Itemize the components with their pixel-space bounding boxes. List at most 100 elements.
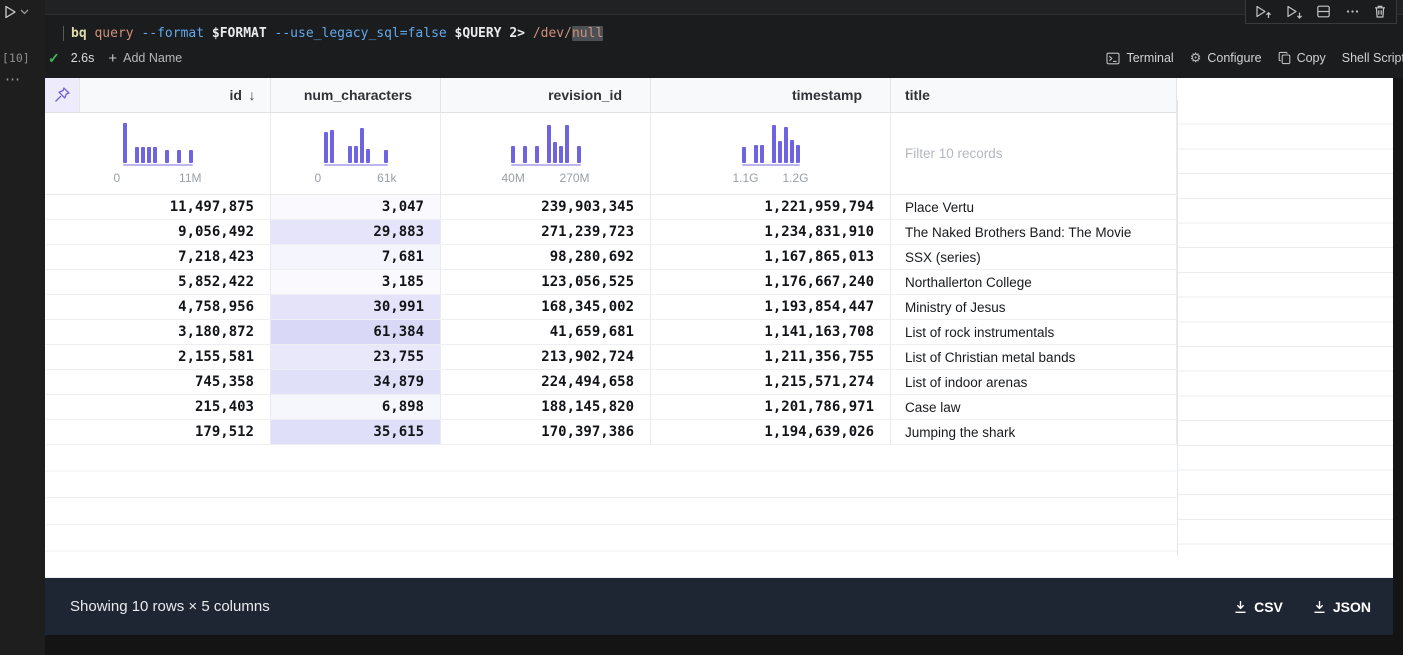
cell-revision-id[interactable]: 168,345,002 [441, 295, 651, 319]
hist-axis [741, 163, 800, 166]
column-header-id[interactable]: id ↓ [80, 78, 271, 113]
column-header-timestamp[interactable]: timestamp [651, 78, 891, 113]
cell-title[interactable]: Ministry of Jesus [891, 295, 1177, 319]
empty-rows-area [45, 445, 1393, 578]
cell-id[interactable]: 3,180,872 [45, 320, 271, 344]
table-row[interactable]: 9,056,492 29,883 271,239,723 1,234,831,9… [45, 220, 1393, 245]
results-table: id ↓ num_characters revision_id timestam… [45, 78, 1393, 578]
cell-title[interactable]: List of Christian metal bands [891, 345, 1177, 369]
cell-revision-id[interactable]: 170,397,386 [441, 420, 651, 444]
cell-top-strip [45, 0, 1403, 15]
cell-timestamp[interactable]: 1,211,356,755 [651, 345, 891, 369]
run-cell-button[interactable] [4, 5, 29, 19]
cell-title[interactable]: The Naked Brothers Band: The Movie [891, 220, 1177, 244]
hist-axis [122, 163, 193, 166]
table-row[interactable]: 2,155,581 23,755 213,902,724 1,211,356,7… [45, 345, 1393, 370]
run-below-icon[interactable] [1286, 4, 1303, 20]
cell-title[interactable]: SSX (series) [891, 245, 1177, 269]
cell-timestamp[interactable]: 1,201,786,971 [651, 395, 891, 419]
table-row[interactable]: 745,358 34,879 224,494,658 1,215,571,274… [45, 370, 1393, 395]
cell-id[interactable]: 215,403 [45, 395, 271, 419]
cell-id[interactable]: 745,358 [45, 370, 271, 394]
cell-timestamp[interactable]: 1,194,639,026 [651, 420, 891, 444]
title-filter-input[interactable]: Filter 10 records [891, 113, 1177, 195]
cell-id[interactable]: 5,852,422 [45, 270, 271, 294]
results-footer: Showing 10 rows × 5 columns CSV JSON [45, 578, 1393, 635]
copy-button[interactable]: Copy [1278, 51, 1326, 65]
table-row[interactable]: 179,512 35,615 170,397,386 1,194,639,026… [45, 420, 1393, 445]
column-header-num-characters[interactable]: num_characters [271, 78, 441, 113]
cell-num-characters[interactable]: 7,681 [271, 245, 441, 269]
configure-button[interactable]: ⚙ Configure [1189, 50, 1262, 65]
cell-title[interactable]: List of rock instrumentals [891, 320, 1177, 344]
table-header-row: id ↓ num_characters revision_id timestam… [45, 78, 1393, 113]
cell-actions: Terminal ⚙ Configure Copy Shell Script [1106, 48, 1403, 68]
command-line[interactable]: bq query --format $FORMAT --use_legacy_s… [71, 26, 604, 41]
histogram-revision-id[interactable]: 40M 270M [441, 113, 651, 195]
cell-more-icon[interactable]: ⋯ [5, 71, 21, 88]
cell-id[interactable]: 7,218,423 [45, 245, 271, 269]
cell-revision-id[interactable]: 239,903,345 [441, 195, 651, 219]
cell-num-characters[interactable]: 35,615 [271, 420, 441, 444]
cell-title[interactable]: Northallerton College [891, 270, 1177, 294]
sort-desc-icon[interactable]: ↓ [248, 87, 256, 103]
table-row[interactable]: 215,403 6,898 188,145,820 1,201,786,971 … [45, 395, 1393, 420]
cell-num-characters[interactable]: 3,185 [271, 270, 441, 294]
cell-id[interactable]: 11,497,875 [45, 195, 271, 219]
cell-num-characters[interactable]: 6,898 [271, 395, 441, 419]
delete-cell-icon[interactable] [1373, 4, 1387, 19]
cell-num-characters[interactable]: 34,879 [271, 370, 441, 394]
shell-script-button[interactable]: Shell Script [1341, 51, 1403, 65]
pin-column-header[interactable] [45, 78, 80, 113]
cell-timestamp[interactable]: 1,176,667,240 [651, 270, 891, 294]
cell-title[interactable]: Jumping the shark [891, 420, 1177, 444]
more-options-icon[interactable] [1345, 4, 1360, 19]
table-row[interactable]: 11,497,875 3,047 239,903,345 1,221,959,7… [45, 195, 1393, 220]
cell-revision-id[interactable]: 224,494,658 [441, 370, 651, 394]
cell-toolbar [1245, 0, 1397, 24]
cell-timestamp[interactable]: 1,167,865,013 [651, 245, 891, 269]
cell-id[interactable]: 2,155,581 [45, 345, 271, 369]
cell-timestamp[interactable]: 1,193,854,447 [651, 295, 891, 319]
table-row[interactable]: 3,180,872 61,384 41,659,681 1,141,163,70… [45, 320, 1393, 345]
gutter-line [63, 26, 64, 41]
cell-revision-id[interactable]: 98,280,692 [441, 245, 651, 269]
cell-num-characters[interactable]: 61,384 [271, 320, 441, 344]
right-filler-area [1177, 100, 1393, 556]
hist-max-label: 11M [179, 170, 202, 185]
column-header-title[interactable]: title [891, 78, 1177, 113]
cell-revision-id[interactable]: 271,239,723 [441, 220, 651, 244]
histogram-num-characters[interactable]: 0 61k [271, 113, 441, 195]
cell-id[interactable]: 9,056,492 [45, 220, 271, 244]
cell-title[interactable]: Case law [891, 395, 1177, 419]
cell-timestamp[interactable]: 1,141,163,708 [651, 320, 891, 344]
cell-num-characters[interactable]: 3,047 [271, 195, 441, 219]
cell-revision-id[interactable]: 41,659,681 [441, 320, 651, 344]
cell-id[interactable]: 179,512 [45, 420, 271, 444]
table-row[interactable]: 7,218,423 7,681 98,280,692 1,167,865,013… [45, 245, 1393, 270]
command-row[interactable]: bq query --format $FORMAT --use_legacy_s… [63, 25, 604, 42]
cell-timestamp[interactable]: 1,215,571,274 [651, 370, 891, 394]
column-header-revision-id[interactable]: revision_id [441, 78, 651, 113]
run-above-icon[interactable] [1255, 4, 1272, 20]
cell-title[interactable]: List of indoor arenas [891, 370, 1177, 394]
cell-revision-id[interactable]: 188,145,820 [441, 395, 651, 419]
table-row[interactable]: 5,852,422 3,185 123,056,525 1,176,667,24… [45, 270, 1393, 295]
cell-revision-id[interactable]: 213,902,724 [441, 345, 651, 369]
split-cell-icon[interactable] [1316, 4, 1331, 19]
cell-num-characters[interactable]: 23,755 [271, 345, 441, 369]
add-name-button[interactable]: + Add Name [108, 49, 183, 67]
cell-num-characters[interactable]: 30,991 [271, 295, 441, 319]
terminal-button[interactable]: Terminal [1106, 51, 1174, 65]
cell-revision-id[interactable]: 123,056,525 [441, 270, 651, 294]
cell-id[interactable]: 4,758,956 [45, 295, 271, 319]
cell-timestamp[interactable]: 1,234,831,910 [651, 220, 891, 244]
histogram-id[interactable]: 0 11M [45, 113, 271, 195]
table-row[interactable]: 4,758,956 30,991 168,345,002 1,193,854,4… [45, 295, 1393, 320]
histogram-timestamp[interactable]: 1.1G 1.2G [651, 113, 891, 195]
download-json-button[interactable]: JSON [1313, 599, 1371, 615]
cell-timestamp[interactable]: 1,221,959,794 [651, 195, 891, 219]
cell-num-characters[interactable]: 29,883 [271, 220, 441, 244]
cell-title[interactable]: Place Vertu [891, 195, 1177, 219]
download-csv-button[interactable]: CSV [1234, 599, 1283, 615]
